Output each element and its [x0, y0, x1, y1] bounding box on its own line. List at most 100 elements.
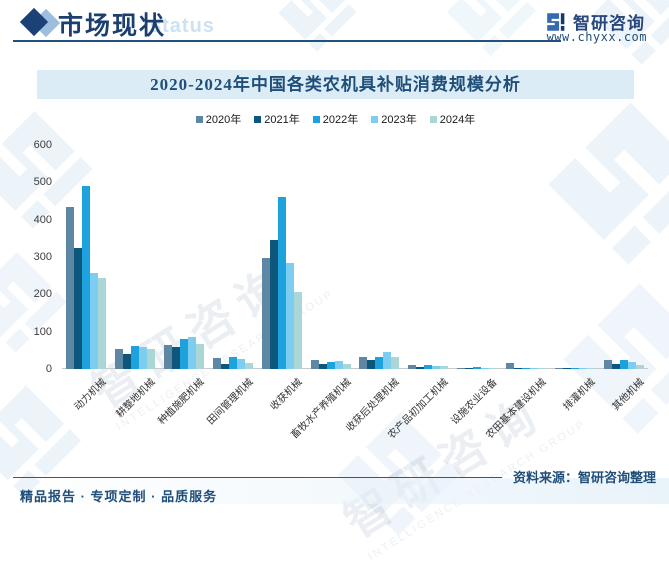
bar-2023年	[285, 263, 294, 369]
source-divider	[13, 477, 502, 478]
y-tick-label: 100	[33, 325, 52, 338]
y-tick-label: 500	[33, 176, 52, 189]
chart-title: 2020-2024年中国各类农机具补贴消费规模分析	[37, 70, 634, 99]
title-watermark: status	[150, 15, 215, 37]
bar-2021年	[123, 354, 132, 369]
x-axis-label: 动力机械	[72, 376, 110, 413]
bar-2021年	[220, 363, 229, 369]
bar-group: 收获机械	[257, 145, 306, 413]
x-axis-label: 田间管理机械	[205, 376, 256, 428]
bar-2021年	[172, 347, 181, 369]
bar-2023年	[529, 367, 538, 369]
bar-2023年	[139, 346, 148, 369]
y-tick-label: 400	[33, 213, 52, 226]
bar-2022年	[473, 367, 482, 369]
brand-name: 智研咨询	[573, 14, 645, 33]
bar-2023年	[90, 272, 99, 369]
footer-tagline: 精品报告 · 专项定制 · 品质服务	[20, 489, 218, 504]
bar-group: 设施农业设备	[449, 145, 502, 427]
bar-2023年	[334, 361, 343, 369]
brand-block: 智研咨询	[545, 9, 645, 34]
bars	[457, 367, 498, 369]
bar-2021年	[562, 367, 571, 369]
legend-label: 2021年	[264, 114, 300, 126]
bar-2022年	[131, 345, 140, 369]
bar-2021年	[74, 247, 83, 369]
bottom-band	[0, 478, 669, 504]
bar-2024年	[244, 363, 253, 369]
bar-2021年	[513, 367, 522, 369]
chart-legend: 2020年 2021年 2022年 2023年 2024年	[37, 111, 634, 127]
source-text: 资料来源：智研咨询整理	[512, 470, 656, 485]
bar-2024年	[147, 348, 156, 369]
bar-2022年	[375, 357, 384, 369]
bar-2020年	[554, 367, 563, 369]
bar-2022年	[570, 367, 579, 369]
bars	[310, 359, 351, 369]
bar-2024年	[391, 357, 400, 369]
bar-2023年	[481, 367, 490, 369]
bar-2023年	[383, 351, 392, 369]
bar-2023年	[236, 358, 245, 369]
bar-group: 其他机械	[599, 145, 648, 413]
bar-2020年	[359, 356, 368, 369]
bar-2022年	[82, 186, 91, 369]
bar-2022年	[424, 365, 433, 369]
legend-item: 2021年	[254, 111, 300, 127]
plot-groups: 动力机械 耕整地机械 种植施肥机械 田间管理机械 收获机械 畜牧水产养殖机械 收获后处理机械…	[62, 145, 648, 441]
bar-2022年	[326, 362, 335, 369]
bar-2021年	[318, 364, 327, 369]
bar-2023年	[188, 336, 197, 369]
bars	[408, 365, 449, 369]
bar-2024年	[489, 368, 498, 369]
bar-2020年	[66, 206, 75, 369]
legend-swatch	[429, 115, 437, 123]
bars	[603, 359, 644, 369]
bar-group: 田间管理机械	[205, 145, 257, 427]
bar-2024年	[440, 366, 449, 369]
legend-label: 2024年	[439, 114, 476, 126]
bar-2023年	[627, 362, 636, 369]
x-axis-label: 排灌机械	[561, 376, 598, 413]
bar-2022年	[228, 357, 237, 369]
bar-2021年	[416, 366, 425, 369]
legend-item: 2023年	[371, 111, 417, 127]
y-tick-label: 600	[33, 139, 52, 151]
legend-item: 2024年	[429, 111, 476, 127]
x-axis-label: 其他机械	[610, 376, 647, 413]
y-tick-label: 300	[33, 251, 52, 263]
bar-2020年	[505, 363, 514, 369]
bar-2024年	[635, 365, 644, 369]
bars	[115, 345, 156, 369]
y-tick-label: 0	[45, 363, 52, 375]
bar-2023年	[432, 365, 441, 369]
bars	[261, 197, 302, 369]
bar-group: 种植施肥机械	[156, 145, 209, 427]
legend-swatch	[371, 115, 379, 123]
watermark-logo	[345, 420, 455, 530]
legend-item: 2020年	[195, 111, 242, 127]
bar-2022年	[521, 367, 530, 369]
legend-swatch	[195, 115, 203, 123]
bar-2024年	[586, 368, 595, 369]
bar-group: 耕整地机械	[111, 145, 160, 420]
bar-2021年	[367, 359, 376, 369]
x-axis-label: 耕整地机械	[114, 376, 158, 420]
legend-item: 2022年	[312, 111, 358, 127]
bar-2023年	[578, 367, 587, 369]
bar-2024年	[293, 292, 302, 369]
bar-group: 收获后处理机械	[345, 145, 404, 434]
bar-2024年	[537, 368, 546, 369]
bar-2022年	[180, 339, 189, 369]
legend-swatch	[254, 115, 262, 123]
x-axis-label: 收获机械	[268, 376, 305, 413]
legend-label: 2020年	[205, 114, 242, 126]
y-tick-label: 200	[33, 288, 52, 301]
bar-group: 动力机械	[62, 145, 111, 413]
bars	[164, 336, 205, 369]
website-link[interactable]: www.chyxx.com	[546, 30, 647, 44]
bar-2022年	[277, 197, 286, 369]
watermark-text: 智研咨询 INTELLIGENCE RESEARCH GROUP	[330, 360, 588, 563]
bar-2021年	[611, 364, 620, 369]
bar-2020年	[310, 359, 319, 369]
